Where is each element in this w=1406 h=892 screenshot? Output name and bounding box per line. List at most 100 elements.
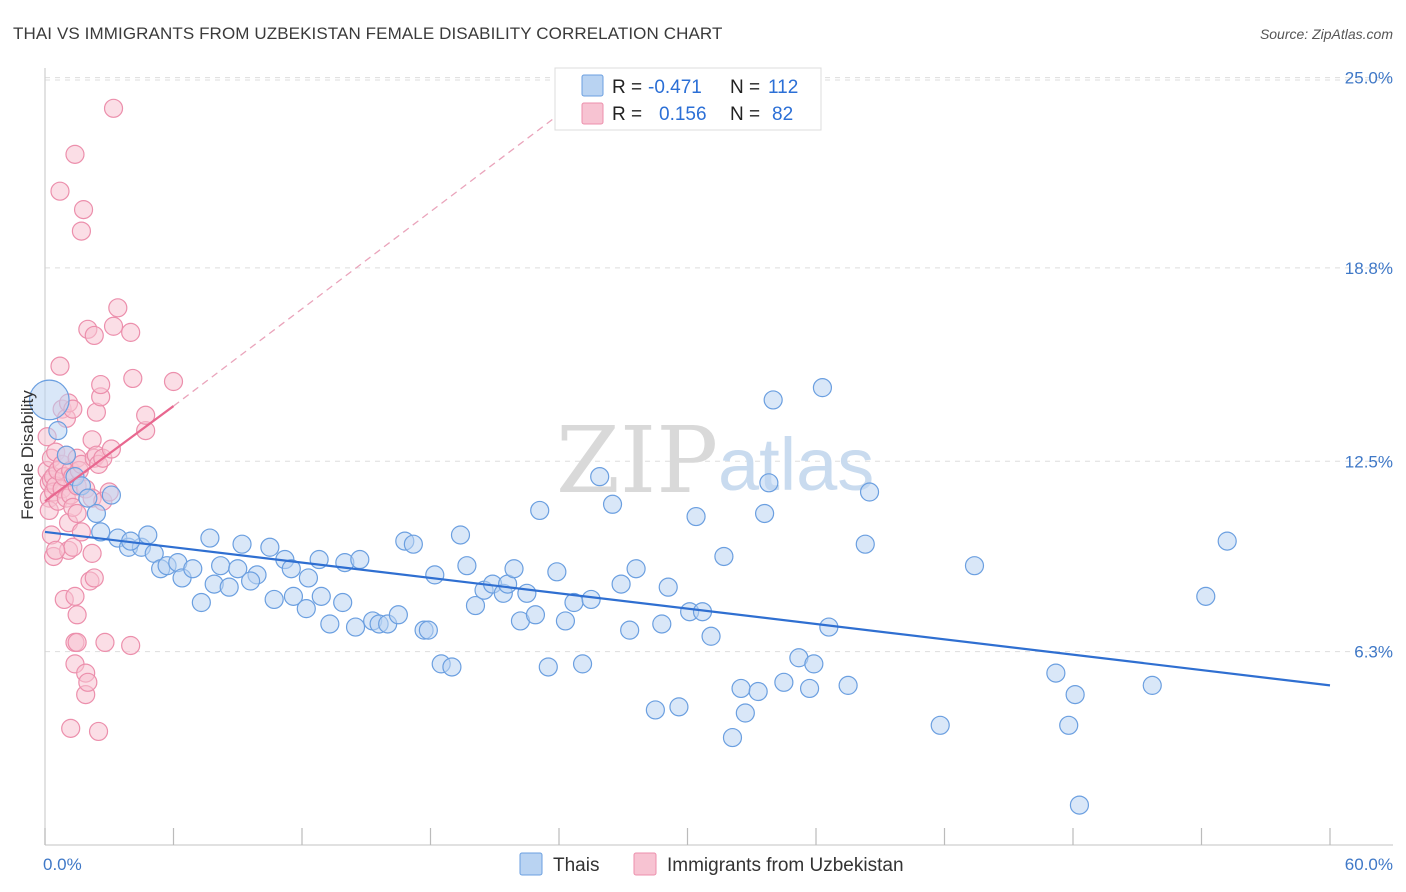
thais-point [572, 654, 593, 674]
uzbekistan-point [71, 522, 92, 542]
uzbekistan-point [103, 316, 124, 336]
thais-point [669, 697, 689, 717]
x-tick-min: 0.0% [43, 855, 82, 874]
thais-point [722, 727, 743, 748]
source-label: Source: ZipAtlas.com [1260, 26, 1393, 42]
uzbekistan-point [84, 568, 104, 588]
thais-point [450, 525, 471, 545]
thais-point [219, 577, 239, 597]
thais-point [465, 595, 486, 616]
thais-point [281, 559, 301, 579]
uzbekistan-point [84, 325, 104, 346]
uzbekistan-point [50, 181, 70, 201]
thais-point [658, 577, 678, 597]
thais-point [838, 675, 858, 695]
legend-uzbekistan-r-label: R = [612, 104, 642, 125]
uzbekistan-point [67, 605, 87, 625]
uzbekistan-point [61, 718, 81, 738]
thais-point [547, 562, 567, 582]
legend-bottom-uzbekistan-label: Immigrants from Uzbekistan [667, 855, 904, 876]
uzbekistan-point [82, 543, 102, 563]
uzbekistan-point [46, 540, 66, 560]
thais-point [855, 534, 875, 554]
uzbekistan-point [78, 672, 98, 692]
thais-point [804, 654, 824, 674]
uzbekistan-point [103, 98, 124, 118]
thais-point [191, 592, 211, 613]
legend-top: R = -0.471 N = 112 R = 0.156 N = 82 [554, 67, 822, 131]
uzbekistan-point [73, 200, 94, 220]
thais-point [581, 589, 601, 610]
thais-point [183, 559, 203, 579]
thais-point [735, 703, 755, 723]
x-tick-max: 60.0% [1345, 855, 1393, 874]
thais-point [296, 599, 316, 619]
uzbekistan-trend-extension [173, 113, 560, 407]
thais-point [56, 445, 77, 465]
y-tick-label: 18.8% [1345, 259, 1393, 278]
trend-lines [44, 113, 1331, 687]
thais-point [859, 482, 880, 502]
thais-point [759, 473, 779, 493]
chart-title: THAI VS IMMIGRANTS FROM UZBEKISTAN FEMAL… [13, 24, 722, 43]
watermark-atlas: atlas [718, 423, 874, 506]
series-uzbekistan-points [37, 98, 184, 742]
legend-bottom-thais-label: Thais [553, 855, 599, 876]
uzbekistan-point [67, 503, 87, 524]
thais-point [1217, 531, 1237, 551]
thais-point [812, 378, 833, 398]
uzbekistan-point [71, 221, 92, 241]
thais-point [1142, 675, 1162, 695]
y-tick-label: 25.0% [1345, 69, 1393, 88]
thais-point [1046, 663, 1066, 683]
thais-point [283, 586, 304, 606]
y-tick-labels: 6.3% 12.5% 18.8% 25.0% [1345, 69, 1393, 662]
legend-uzbekistan-r-value: 0.156 [659, 104, 707, 125]
legend-bottom-uzbekistan-swatch [633, 852, 657, 876]
thais-point [748, 681, 768, 702]
thais-point [200, 528, 220, 548]
thais-point [538, 657, 558, 677]
uzbekistan-point [136, 405, 156, 425]
legend-uzbekistan-n-label: N = [730, 104, 760, 125]
thais-point [530, 500, 550, 521]
thais-point [350, 549, 370, 570]
legend-bottom-thais-swatch [519, 852, 543, 876]
thais-point [418, 620, 438, 640]
thais-point [590, 467, 610, 487]
thais-point [620, 620, 640, 640]
legend-bottom: Thais Immigrants from Uzbekistan [519, 852, 904, 876]
legend-thais-n-value: 112 [768, 77, 798, 98]
thais-point [48, 421, 68, 441]
thais-point [1069, 795, 1090, 815]
uzbekistan-point [121, 322, 141, 342]
thais-point [686, 506, 706, 527]
thais-trend-line [44, 530, 1331, 687]
thais-point [298, 568, 319, 588]
thais-point [799, 678, 820, 699]
uzbekistan-point [95, 632, 115, 653]
uzbekistan-point [121, 635, 141, 656]
thais-point [517, 583, 537, 603]
thais-point [241, 571, 261, 591]
thais-point [78, 488, 98, 508]
thais-point [731, 678, 751, 699]
thais-point [91, 522, 111, 542]
thais-point [626, 559, 646, 579]
thais-point [101, 485, 121, 505]
thais-point [964, 556, 985, 576]
thais-point [228, 559, 248, 579]
thais-point [442, 657, 462, 677]
thais-point [403, 534, 423, 554]
thais-point [714, 546, 734, 567]
watermark-zip: ZIP [556, 407, 718, 514]
thais-point [260, 537, 280, 557]
uzbekistan-point [50, 356, 70, 376]
thais-point [701, 626, 721, 646]
thais-point [652, 614, 672, 634]
thais-point [388, 605, 408, 625]
thais-point [425, 565, 445, 585]
thais-point [1059, 715, 1079, 735]
thais-point [333, 592, 353, 613]
